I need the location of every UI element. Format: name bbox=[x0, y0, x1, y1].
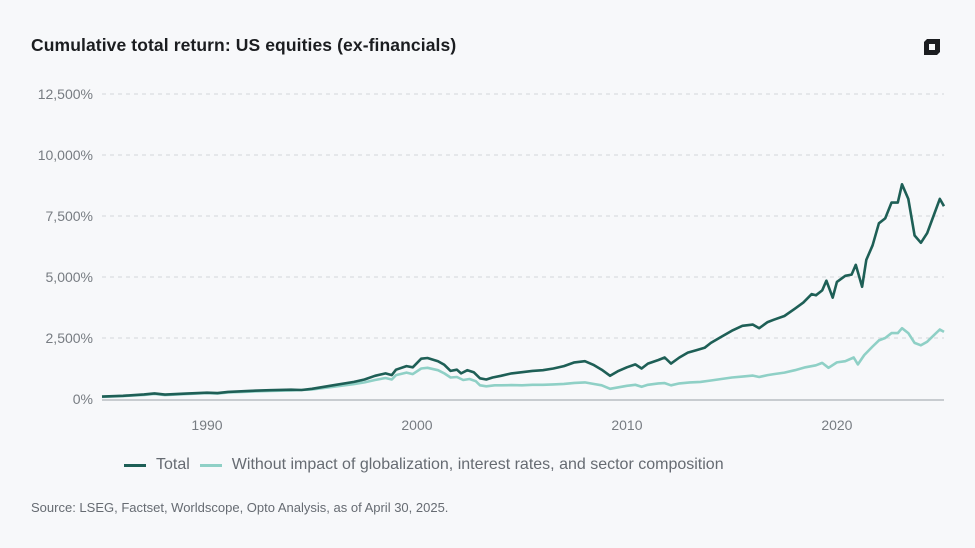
series-group bbox=[101, 183, 946, 399]
x-tick-label: 2000 bbox=[401, 417, 432, 433]
brand-logo-icon bbox=[924, 39, 940, 55]
chart-legend: Total Without impact of globalization, i… bbox=[124, 456, 734, 474]
y-tick-label: 12,500% bbox=[38, 86, 93, 102]
y-tick-label: 10,000% bbox=[38, 147, 93, 163]
source-note: Source: LSEG, Factset, Worldscope, Opto … bbox=[31, 500, 449, 515]
series-line-adjusted bbox=[101, 326, 945, 399]
legend-label-total: Total bbox=[156, 456, 190, 473]
y-tick-label: 7,500% bbox=[46, 208, 93, 224]
legend-swatch-total bbox=[124, 463, 146, 467]
legend-label-adjusted: Without impact of globalization, interes… bbox=[231, 456, 724, 473]
chart-title: Cumulative total return: US equities (ex… bbox=[31, 35, 457, 55]
legend-item-adjusted: Without impact of globalization, interes… bbox=[199, 456, 724, 474]
legend-item-total: Total bbox=[124, 456, 190, 474]
y-tick-label: 2,500% bbox=[46, 330, 93, 346]
x-tick-label: 2020 bbox=[821, 417, 852, 433]
y-tick-label: 5,000% bbox=[46, 269, 93, 285]
gridlines bbox=[102, 93, 944, 339]
series-line-total bbox=[101, 183, 946, 398]
y-axis: 0% 2,500% 5,000% 7,500% 10,000% 12,500% bbox=[38, 86, 93, 407]
x-axis: 1990 2000 2010 2020 bbox=[191, 417, 852, 433]
x-tick-label: 2010 bbox=[611, 417, 642, 433]
y-tick-label: 0% bbox=[73, 391, 93, 407]
legend-swatch-adjusted bbox=[199, 463, 222, 467]
x-tick-label: 1990 bbox=[191, 417, 222, 433]
